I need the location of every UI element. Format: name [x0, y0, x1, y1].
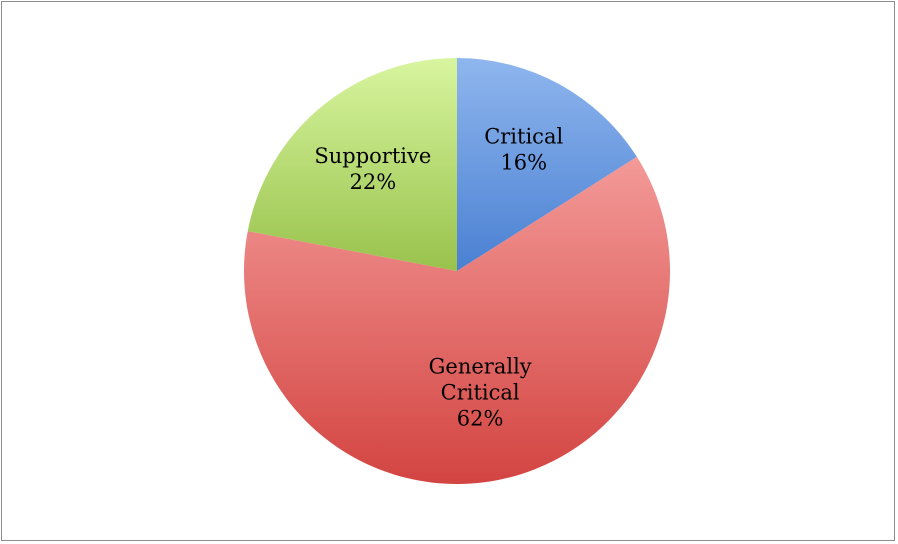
pie-slice-critical — [457, 58, 637, 271]
pie-slice-supportive — [247, 58, 457, 271]
pie-label-critical: Critical 16% — [484, 125, 563, 175]
pie-label-supportive: Supportive 22% — [314, 144, 431, 194]
pie-label-generally-critical: Generally Critical 62% — [429, 354, 532, 430]
pie-slice-generally-critical — [244, 156, 670, 484]
